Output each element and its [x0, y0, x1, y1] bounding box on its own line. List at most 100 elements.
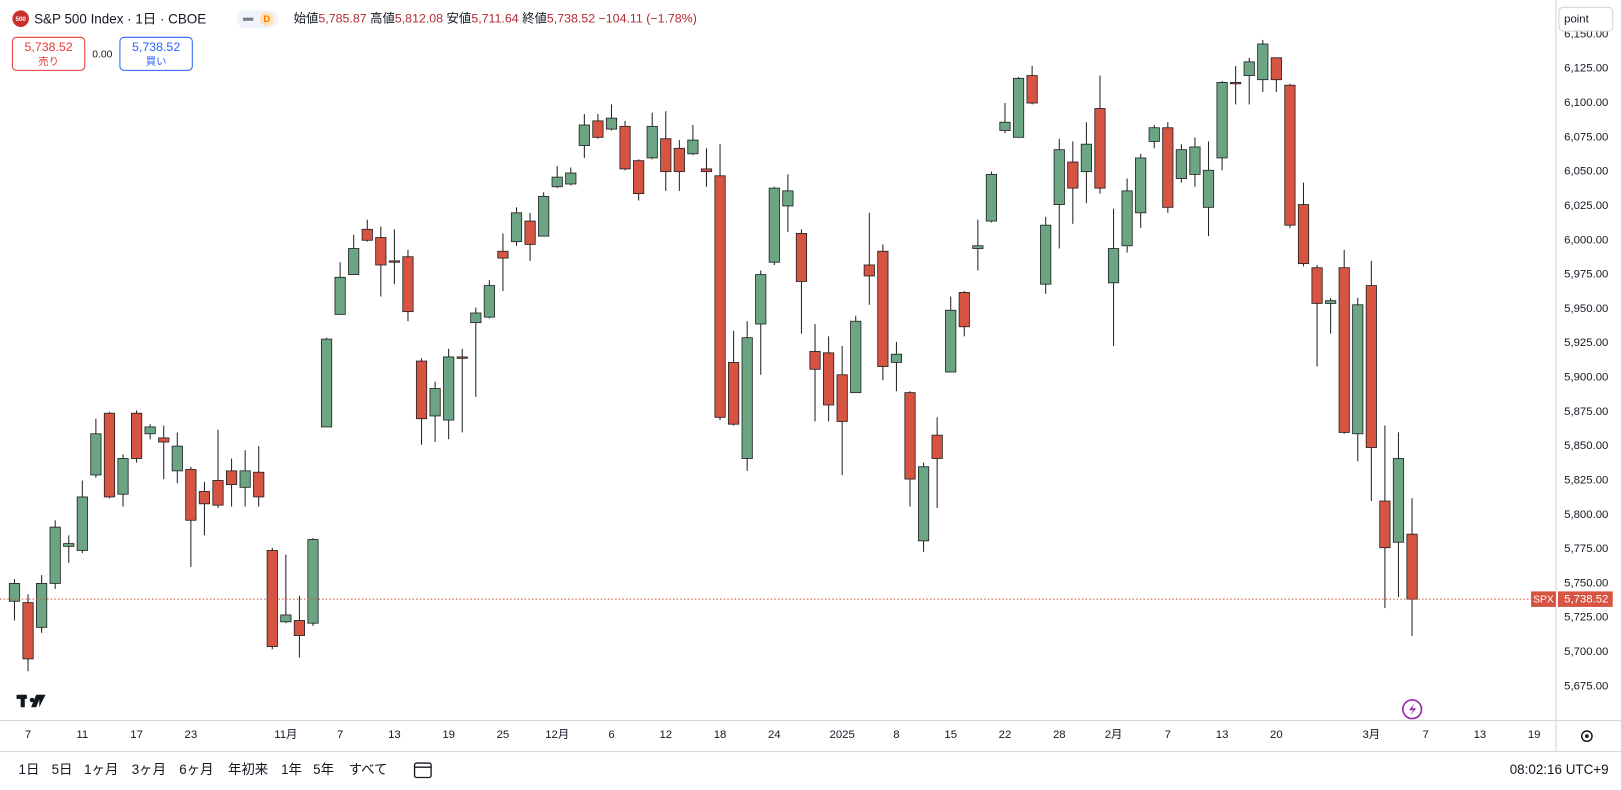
candle-body: [361, 228, 373, 241]
x-tick-label: 12: [659, 729, 672, 741]
candle-body: [795, 232, 808, 282]
candle-body: [320, 338, 333, 428]
candle-body: [877, 250, 889, 367]
candle-body: [402, 256, 414, 313]
candle-body: [171, 445, 183, 472]
candle-body: [768, 187, 780, 263]
logo-part: [20, 694, 25, 708]
scale-button[interactable]: [1558, 6, 1614, 32]
symbol-badge-text: 500: [16, 16, 27, 23]
candle-body: [117, 458, 129, 495]
sell-box[interactable]: [11, 36, 86, 71]
settings-icon[interactable]: [1580, 730, 1593, 743]
logo-part: [29, 697, 35, 703]
candle-body: [22, 602, 34, 660]
y-tick-label: 5,675.00: [1564, 680, 1608, 692]
candle-body: [687, 139, 699, 155]
ohlc-label: 高値: [370, 11, 395, 26]
candle-body: [456, 356, 468, 359]
candle-body: [728, 362, 740, 425]
range-button[interactable]: 1年: [281, 762, 302, 777]
y-tick-label: 5,900.00: [1564, 372, 1608, 384]
ohlc-value: 5,785.87: [318, 12, 366, 26]
ohlc-value: 5,738.52: [547, 12, 595, 26]
price-tag-value: 5,738.52: [1564, 594, 1608, 606]
range-button[interactable]: 6ヶ月: [179, 762, 213, 777]
x-tick-label: 24: [768, 729, 781, 741]
range-button[interactable]: すべて: [349, 762, 388, 777]
sell-label[interactable]: 売り: [38, 55, 59, 68]
range-button[interactable]: 1ヶ月: [84, 762, 118, 777]
x-tick-label: 25: [497, 729, 510, 741]
ohlc-value: 5,812.08: [395, 12, 443, 26]
y-tick-label: 5,750.00: [1564, 577, 1608, 589]
buy-price[interactable]: 5,738.52: [132, 40, 180, 54]
candle-body: [1107, 248, 1120, 284]
spread: 0.00: [92, 50, 112, 61]
settings-icon-core: [1585, 734, 1589, 739]
candle-body: [348, 248, 360, 276]
candle-body: [1352, 304, 1364, 435]
date-range-icon[interactable]: [413, 762, 432, 779]
y-tick-label: 6,125.00: [1564, 63, 1608, 75]
symbol-title: S&P 500 Index · 1日 · CBOE: [34, 11, 206, 26]
candle-body: [890, 353, 903, 363]
symbol-badge: [12, 10, 29, 27]
candle-body: [1297, 204, 1310, 265]
range-button[interactable]: 3ヶ月: [132, 762, 166, 777]
candle-body: [239, 470, 251, 488]
candle-body: [1365, 285, 1377, 448]
x-tick-label: 20: [1270, 729, 1283, 741]
x-tick-label: 28: [1053, 729, 1066, 741]
candle-body: [90, 433, 102, 476]
candle-body: [917, 466, 930, 542]
price-tag-symbol: SPX: [1533, 594, 1554, 605]
candle-body: [985, 173, 997, 222]
candle-body: [782, 190, 794, 207]
candle-body: [483, 285, 495, 318]
candle-body: [1053, 149, 1065, 206]
candle-body: [1012, 77, 1025, 138]
range-button[interactable]: 1日: [19, 762, 40, 777]
candle-body: [1325, 300, 1337, 304]
sell-button[interactable]: 5,738.52 売り: [11, 36, 86, 71]
candle-body: [76, 496, 88, 551]
x-tick-label: 7: [1165, 729, 1171, 741]
candle-body: [1284, 84, 1296, 226]
candle-body: [510, 212, 523, 243]
candle-body: [1311, 267, 1323, 304]
sell-price[interactable]: 5,738.52: [24, 40, 72, 54]
x-tick-label: 3月: [1362, 729, 1380, 741]
buy-label[interactable]: 買い: [146, 56, 167, 68]
candle-body: [131, 412, 143, 459]
y-tick-label: 5,925.00: [1564, 337, 1608, 349]
candle-body: [524, 220, 536, 245]
price-tag-box: [1557, 591, 1613, 607]
candle-body: [945, 309, 957, 373]
buy-box[interactable]: [119, 36, 193, 71]
y-tick-label: 6,025.00: [1564, 200, 1608, 212]
time-axis: 7 11 17 23 11月 7 13 19 25 12月 6 12 18 24 2025 8 15 22 28 2月…: [25, 729, 1541, 741]
range-button[interactable]: 5日: [52, 762, 73, 777]
ohlc-value: 5,711.64: [471, 12, 518, 26]
candle-body: [1067, 161, 1079, 189]
y-tick-label: 5,875.00: [1564, 406, 1608, 418]
buy-button[interactable]: 5,738.52 買い: [119, 36, 193, 71]
candle-body: [429, 388, 441, 417]
candle-body: [1121, 190, 1133, 247]
candle-body: [144, 426, 156, 435]
range-button[interactable]: 5年: [313, 762, 334, 777]
x-tick-label: 2025: [830, 729, 855, 741]
clock[interactable]: 08:02:16 UTC+9: [1510, 762, 1609, 777]
candle-body: [375, 237, 387, 266]
candle-body: [809, 351, 821, 370]
scale-button-text[interactable]: point: [1564, 14, 1589, 26]
y-tick-label: 5,725.00: [1564, 612, 1608, 624]
candle-body: [8, 582, 21, 602]
candle-body: [823, 352, 835, 406]
range-button[interactable]: 年初来: [228, 762, 268, 777]
candle-body: [334, 276, 346, 315]
candle-body: [578, 124, 590, 146]
calendar-icon[interactable]: [413, 762, 432, 779]
x-tick-label: 11月: [274, 729, 297, 741]
